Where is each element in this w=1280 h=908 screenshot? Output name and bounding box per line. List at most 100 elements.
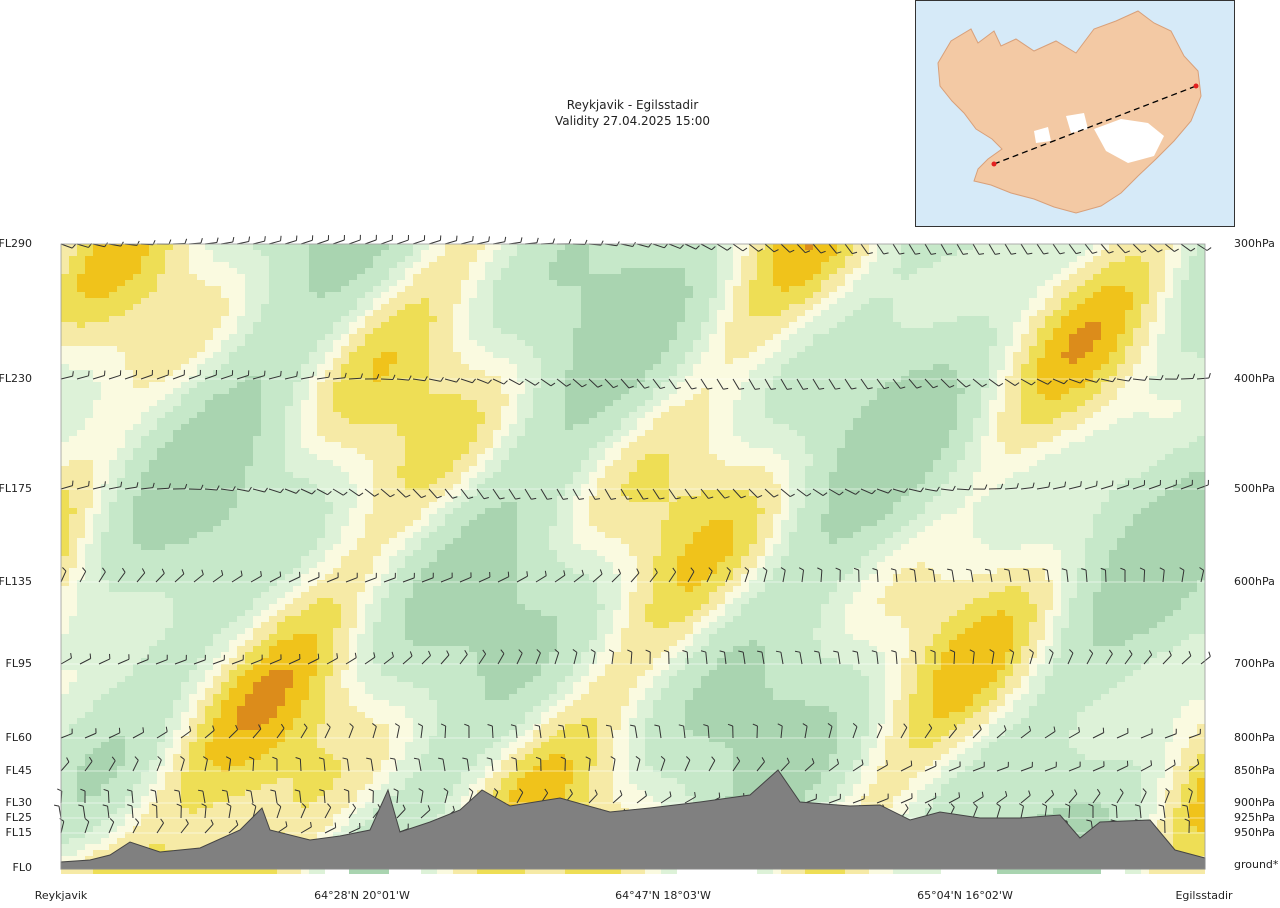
field-cell (565, 268, 573, 274)
field-cell (381, 400, 389, 406)
field-cell (349, 430, 357, 436)
field-cell (1149, 304, 1157, 310)
field-cell (701, 430, 709, 436)
field-cell (1013, 436, 1021, 442)
field-cell (1141, 394, 1149, 400)
field-cell (965, 442, 973, 448)
field-cell (1013, 502, 1021, 508)
field-cell (221, 514, 229, 520)
field-cell (1189, 250, 1197, 256)
field-cell (477, 262, 485, 268)
field-cell (101, 322, 109, 328)
field-cell (581, 466, 589, 472)
field-cell (773, 484, 781, 490)
field-cell (501, 352, 509, 358)
field-cell (333, 478, 341, 484)
field-cell (221, 454, 229, 460)
field-cell (1029, 424, 1037, 430)
field-cell (773, 448, 781, 454)
field-cell (301, 400, 309, 406)
field-cell (1005, 460, 1013, 466)
field-cell (1141, 322, 1149, 328)
field-cell (717, 370, 725, 376)
field-cell (1149, 310, 1157, 316)
field-cell (421, 406, 429, 412)
field-cell (509, 508, 517, 514)
field-cell (1173, 400, 1181, 406)
field-cell (117, 256, 125, 262)
field-cell (973, 448, 981, 454)
field-cell (125, 370, 133, 376)
field-cell (461, 256, 469, 262)
field-cell (1045, 430, 1053, 436)
field-cell (1045, 334, 1053, 340)
field-cell (1093, 268, 1101, 274)
field-cell (77, 334, 85, 340)
field-cell (141, 250, 149, 256)
field-cell (645, 280, 653, 286)
field-cell (1141, 466, 1149, 472)
field-cell (213, 304, 221, 310)
field-cell (213, 256, 221, 262)
field-cell (101, 472, 109, 478)
field-cell (989, 412, 997, 418)
field-cell (101, 448, 109, 454)
field-cell (701, 394, 709, 400)
field-cell (845, 472, 853, 478)
field-cell (709, 412, 717, 418)
field-cell (173, 364, 181, 370)
field-cell (429, 256, 437, 262)
field-cell (845, 496, 853, 502)
field-cell (869, 268, 877, 274)
field-cell (349, 460, 357, 466)
field-cell (901, 448, 909, 454)
field-cell (205, 292, 213, 298)
field-cell (829, 256, 837, 262)
field-cell (989, 250, 997, 256)
field-cell (645, 334, 653, 340)
field-cell (1173, 328, 1181, 334)
field-cell (197, 268, 205, 274)
field-cell (1021, 382, 1029, 388)
field-cell (405, 304, 413, 310)
field-cell (813, 256, 821, 262)
field-cell (101, 298, 109, 304)
field-cell (629, 358, 637, 364)
field-cell (757, 478, 765, 484)
field-cell (1085, 400, 1093, 406)
field-cell (709, 364, 717, 370)
field-cell (901, 388, 909, 394)
field-cell (181, 334, 189, 340)
field-cell (237, 316, 245, 322)
field-cell (1189, 370, 1197, 376)
field-cell (421, 412, 429, 418)
field-cell (669, 484, 677, 490)
field-cell (357, 268, 365, 274)
field-cell (645, 316, 653, 322)
field-cell (589, 316, 597, 322)
field-cell (1037, 478, 1045, 484)
field-cell (797, 250, 805, 256)
field-cell (453, 274, 461, 280)
field-cell (869, 466, 877, 472)
field-cell (181, 322, 189, 328)
field-cell (709, 490, 717, 496)
field-cell (93, 412, 101, 418)
field-cell (149, 304, 157, 310)
field-cell (669, 334, 677, 340)
field-cell (573, 382, 581, 388)
field-cell (141, 262, 149, 268)
field-cell (765, 436, 773, 442)
field-cell (493, 382, 501, 388)
field-cell (1141, 454, 1149, 460)
field-cell (1189, 406, 1197, 412)
field-cell (1013, 382, 1021, 388)
field-cell (317, 274, 325, 280)
field-cell (501, 448, 509, 454)
field-cell (477, 304, 485, 310)
field-cell (333, 412, 341, 418)
field-cell (949, 310, 957, 316)
field-cell (1173, 316, 1181, 322)
field-cell (197, 484, 205, 490)
field-cell (221, 256, 229, 262)
